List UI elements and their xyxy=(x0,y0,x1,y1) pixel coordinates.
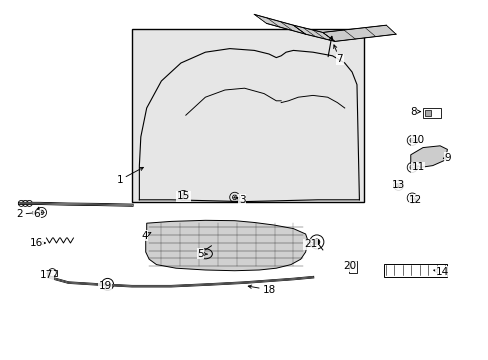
Text: 4: 4 xyxy=(141,231,150,241)
Bar xyxy=(422,108,440,118)
Bar xyxy=(348,261,356,273)
Text: 1: 1 xyxy=(116,167,143,185)
Text: 15: 15 xyxy=(176,191,190,201)
Polygon shape xyxy=(254,14,305,34)
Bar xyxy=(47,270,57,276)
Text: 7: 7 xyxy=(333,45,343,64)
Circle shape xyxy=(313,239,319,245)
Text: 20: 20 xyxy=(343,261,355,271)
Text: 12: 12 xyxy=(408,195,422,205)
Text: 19: 19 xyxy=(98,281,112,291)
Polygon shape xyxy=(410,146,447,167)
Text: 14: 14 xyxy=(433,267,448,277)
Polygon shape xyxy=(293,25,334,41)
Bar xyxy=(424,109,430,116)
Polygon shape xyxy=(322,25,395,41)
Bar xyxy=(383,264,447,277)
Text: 13: 13 xyxy=(391,180,405,190)
Text: 3: 3 xyxy=(236,195,245,205)
Text: 17: 17 xyxy=(40,270,53,280)
Text: 8: 8 xyxy=(409,107,420,117)
Text: 21: 21 xyxy=(303,239,317,249)
Text: 16: 16 xyxy=(30,238,45,248)
Text: 10: 10 xyxy=(411,135,424,145)
Text: 5: 5 xyxy=(197,249,207,259)
Text: 18: 18 xyxy=(248,285,275,295)
Text: 6: 6 xyxy=(33,207,40,219)
Bar xyxy=(132,29,364,202)
Text: 11: 11 xyxy=(410,162,424,172)
Polygon shape xyxy=(145,220,307,271)
Text: 9: 9 xyxy=(443,153,450,163)
Text: 2: 2 xyxy=(16,209,36,219)
